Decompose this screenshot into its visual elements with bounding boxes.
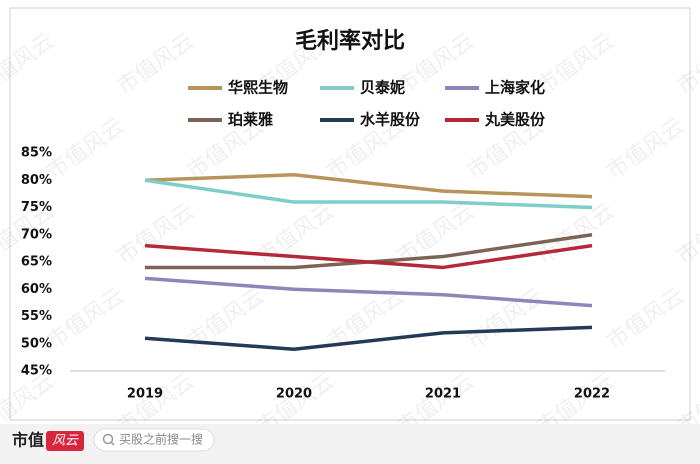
y-tick-label: 55% — [21, 309, 52, 324]
logo-badge — [46, 431, 84, 451]
y-tick-label: 65% — [21, 255, 52, 270]
series-line — [144, 276, 593, 308]
series-line — [144, 178, 593, 210]
x-tick-label: 2019 — [127, 387, 163, 402]
legend-label: 华熙生物 — [228, 79, 288, 97]
y-tick-label: 45% — [21, 364, 52, 379]
legend-label: 珀莱雅 — [228, 111, 273, 129]
legend-label: 贝泰妮 — [360, 79, 405, 97]
chart-frame — [9, 7, 691, 421]
y-tick-label: 85% — [21, 146, 52, 161]
legend-label: 上海家化 — [485, 79, 545, 97]
legend-label: 丸美股份 — [484, 111, 546, 129]
series-line — [144, 243, 593, 270]
y-tick-label: 80% — [21, 173, 52, 188]
chart-title: 毛利率对比 — [295, 28, 405, 54]
y-tick-label: 75% — [21, 200, 52, 215]
x-tick-label: 2022 — [574, 387, 610, 402]
search-box[interactable] — [93, 428, 215, 452]
y-tick-label: 60% — [21, 282, 52, 297]
x-tick-label: 2021 — [425, 387, 461, 402]
y-tick-label: 50% — [21, 336, 52, 351]
search-icon — [110, 441, 115, 446]
search-icon — [102, 433, 114, 445]
y-tick-label: 70% — [21, 227, 52, 242]
footer-logo-badge: 风云 — [52, 434, 79, 449]
legend-label: 水羊股份 — [360, 111, 421, 129]
search-placeholder: 买股之前搜一搜 — [119, 432, 203, 447]
footer-logo: 市值 — [12, 431, 44, 450]
x-tick-label: 2020 — [276, 387, 312, 402]
series-line — [144, 173, 593, 199]
series-line — [144, 325, 593, 351]
